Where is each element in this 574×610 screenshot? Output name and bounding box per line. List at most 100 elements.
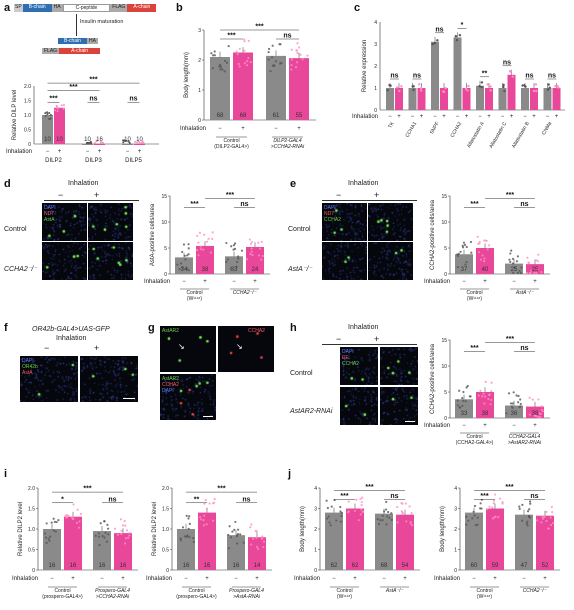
y-tick-label: 0	[198, 118, 201, 124]
data-point	[467, 84, 470, 88]
data-point	[267, 58, 270, 61]
data-point	[267, 51, 270, 54]
inhalation-label: Inhalation	[180, 126, 206, 132]
group-sublabel-1: (W¹¹¹⁸)	[337, 594, 352, 600]
gene-label: CCHA1	[405, 121, 419, 139]
data-point	[386, 89, 389, 92]
data-point	[436, 39, 439, 42]
data-point	[472, 510, 475, 514]
data-point	[465, 260, 468, 264]
significance-label: ns	[530, 493, 538, 500]
data-point	[519, 398, 522, 401]
data-point	[44, 536, 48, 539]
bar	[346, 508, 364, 570]
micrograph-e-4	[368, 242, 413, 280]
data-point	[102, 142, 105, 144]
arrow-icon: ↘	[178, 342, 185, 351]
scale-bar	[123, 398, 135, 399]
plus-sign: +	[533, 279, 537, 285]
seq-achain: A-chain	[127, 4, 157, 12]
mature-achain: A-chain	[59, 48, 101, 54]
data-point	[483, 260, 486, 263]
group-label-2: Prospero-GAL4	[229, 588, 264, 594]
data-point	[381, 514, 384, 517]
significance-label: ***	[83, 486, 91, 493]
data-point	[56, 106, 59, 109]
data-point	[476, 523, 479, 526]
data-point	[257, 547, 260, 551]
data-point	[444, 86, 447, 90]
minus-sign: −	[501, 114, 505, 120]
panel-h-label: h	[290, 322, 297, 334]
significance-label: **	[194, 496, 200, 503]
data-point	[48, 539, 51, 542]
y-tick-label: 10	[161, 220, 167, 226]
n-label: 14	[254, 563, 261, 569]
data-point	[204, 498, 207, 502]
data-point	[99, 140, 102, 143]
group-label-2: Prospero-GAL4	[95, 588, 130, 594]
n-label: 59	[492, 563, 499, 569]
n-label: 16	[233, 563, 240, 569]
panel-g-label: g	[148, 322, 155, 334]
plus-sign: +	[241, 126, 245, 132]
minus-sign: −	[50, 576, 54, 582]
data-point	[409, 522, 412, 525]
data-point	[532, 89, 536, 93]
data-point	[187, 243, 190, 246]
y-tick-label: 4	[374, 20, 377, 26]
data-point	[360, 501, 363, 504]
data-point	[94, 534, 97, 537]
data-point	[225, 61, 229, 64]
data-point	[98, 544, 101, 547]
inhalation-label: Inhalation	[12, 576, 38, 582]
data-point	[227, 45, 230, 48]
y-tick-label: 5	[444, 246, 447, 252]
y-tick-label: 0	[28, 142, 31, 148]
data-point	[213, 50, 216, 53]
data-point	[71, 516, 74, 519]
y-tick-label: 1	[454, 547, 457, 553]
data-point	[431, 42, 434, 46]
micrograph-e-1: DAPI ND7 CCHA2	[322, 203, 367, 241]
data-point	[481, 254, 484, 257]
data-point	[551, 521, 555, 525]
n-label: 16	[49, 563, 56, 569]
bar	[453, 37, 462, 110]
significance-label: *	[61, 496, 64, 503]
n-label: 38	[482, 411, 489, 417]
data-point	[517, 394, 520, 398]
data-point	[539, 412, 542, 415]
data-point	[75, 521, 79, 525]
data-point	[50, 521, 53, 524]
y-tick-label: 4	[314, 486, 317, 492]
data-point	[105, 540, 108, 543]
group-label-2: CCHA2-GAL4	[509, 434, 541, 440]
data-point	[410, 511, 413, 515]
data-point	[202, 524, 205, 527]
data-point	[489, 89, 492, 92]
data-point	[478, 251, 481, 254]
data-point	[186, 534, 189, 537]
plus-sign: +	[98, 149, 102, 155]
data-point	[290, 58, 293, 61]
significance-label: ns	[240, 201, 248, 208]
group-label-1: Control	[476, 588, 492, 594]
scale-bar	[203, 416, 213, 417]
data-point	[526, 510, 530, 513]
data-point	[498, 497, 502, 500]
chart-dilp2-asta-rnai: 0 0.5 1.0 1.5 2.0 Relative DILP2 level 16 16 16 1…	[146, 486, 272, 600]
inhalation-label: Inhalation	[352, 114, 378, 120]
data-point	[502, 85, 505, 89]
data-point	[299, 53, 302, 56]
minus-sign: −	[46, 149, 50, 155]
data-point	[527, 262, 531, 265]
y-tick-label: 1.0	[28, 527, 35, 533]
data-point	[62, 103, 65, 106]
panel-j-label: j	[288, 468, 292, 480]
data-point	[181, 266, 184, 269]
n-label: 16	[120, 563, 127, 569]
y-tick-label: 3	[454, 506, 457, 512]
data-point	[54, 530, 57, 533]
data-point	[330, 505, 333, 508]
